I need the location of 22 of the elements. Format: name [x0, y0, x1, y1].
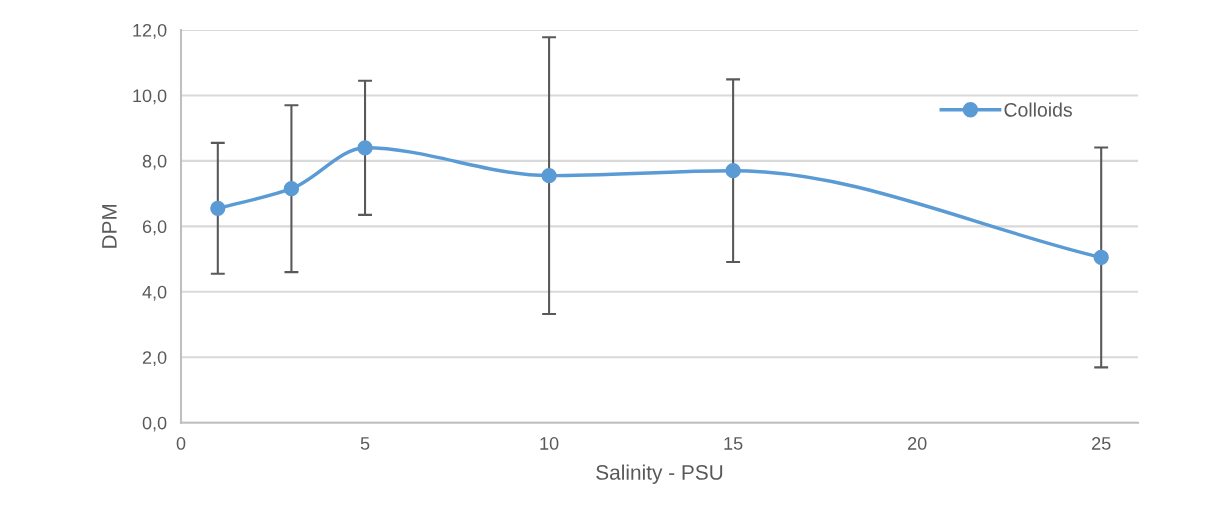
y-tick-label: 0,0	[142, 416, 167, 432]
y-tick-label: 2,0	[142, 351, 167, 367]
point	[283, 181, 300, 197]
x-tick-label: 20	[908, 437, 927, 450]
point	[1093, 249, 1109, 266]
y-tick-label: 4,0	[142, 285, 167, 301]
y-tick-label: 12,0	[133, 23, 167, 39]
legend-label: Colloids	[1004, 102, 1072, 117]
y-tick-label: 8,0	[142, 154, 167, 170]
x-tick-label: 10	[540, 437, 559, 450]
x-tick-label: 25	[1092, 437, 1111, 450]
point	[725, 163, 741, 179]
x-axis-title: Salinity - PSU	[596, 464, 723, 484]
y-tick-label: 10,0	[133, 89, 167, 105]
x-tick-label: 0	[176, 437, 186, 450]
x-tick-label: 5	[360, 437, 370, 450]
point	[357, 140, 373, 156]
x-tick-label: 15	[724, 437, 743, 450]
y-axis-title: DPM	[102, 204, 117, 248]
y-tick-label: 6,0	[142, 220, 167, 236]
point	[210, 200, 226, 216]
point	[541, 167, 557, 184]
